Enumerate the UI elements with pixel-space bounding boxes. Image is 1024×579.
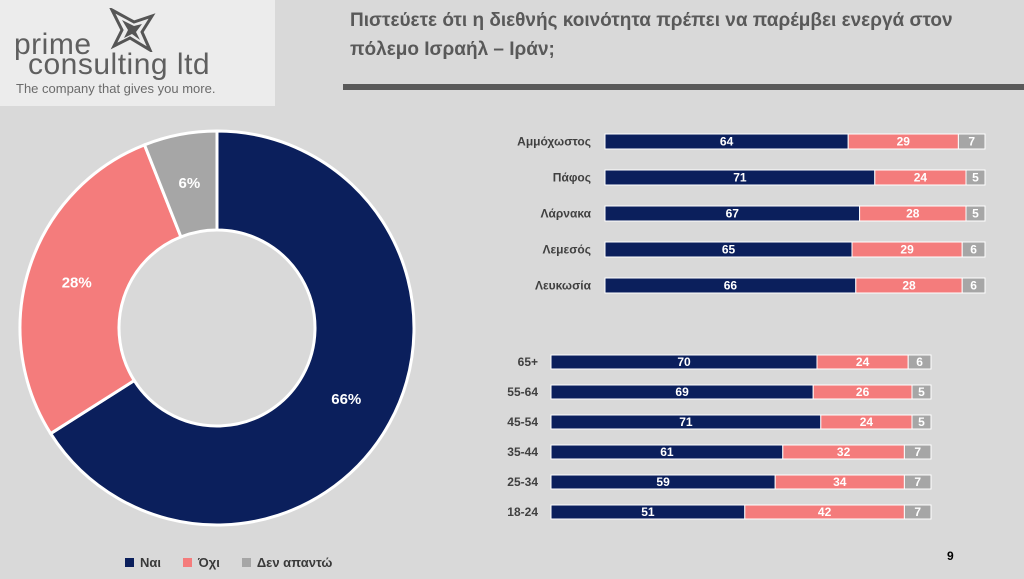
bar-value-label: 29: [900, 243, 914, 257]
bar-value-label: 64: [720, 135, 734, 149]
category-label: Λευκωσία: [535, 279, 592, 293]
bar-segment-dont-know: [903, 444, 932, 460]
category-label: 18-24: [507, 505, 538, 519]
bar-value-label: 26: [856, 385, 870, 399]
legend-label-no: Όχι: [198, 555, 220, 570]
category-label: 55-64: [507, 385, 538, 399]
chart-legend: Ναι Όχι Δεν απαντώ: [125, 555, 332, 570]
donut-label-yes: 66%: [331, 391, 361, 408]
logo-star-icon: [109, 8, 156, 52]
bar-value-label: 24: [856, 355, 870, 369]
logo-tagline: The company that gives you more.: [16, 81, 216, 96]
category-label: Πάφος: [553, 171, 591, 185]
bar-segment-dont-know: [903, 504, 932, 520]
bar-value-label: 66: [724, 279, 738, 293]
bar-segment-dont-know: [961, 241, 986, 258]
donut-label-no: 28%: [62, 274, 92, 291]
bar-segment-dont-know: [965, 205, 986, 222]
legend-swatch-yes: [125, 558, 134, 567]
bar-value-label: 7: [968, 135, 975, 149]
bar-value-label: 7: [914, 505, 921, 519]
bar-value-label: 5: [972, 171, 979, 185]
legend-item-yes: Ναι: [125, 555, 161, 570]
bar-value-label: 42: [818, 505, 832, 519]
category-label: 65+: [518, 355, 538, 369]
bar-segment-dont-know: [903, 474, 932, 490]
bar-value-label: 69: [675, 385, 689, 399]
bar-value-label: 5: [972, 207, 979, 221]
bar-segment-dont-know: [965, 169, 986, 186]
region-bar-chart: Αμμόχωστος 64 29 7 Πάφος 71 24 5 Λάρνακα 67 28 5 Λεμ…: [517, 133, 986, 294]
bar-value-label: 70: [677, 355, 691, 369]
category-label: 25-34: [507, 475, 538, 489]
bar-value-label: 6: [970, 243, 977, 257]
bar-value-label: 5: [918, 385, 925, 399]
bar-segment-dont-know: [957, 133, 986, 150]
bar-value-label: 7: [914, 475, 921, 489]
donut-slice-no: [18, 142, 183, 436]
title-divider: [343, 84, 1024, 90]
bar-value-label: 29: [897, 135, 911, 149]
bar-value-label: 34: [833, 475, 847, 489]
category-label: 35-44: [507, 445, 538, 459]
legend-label-dont-know: Δεν απαντώ: [256, 555, 333, 570]
bar-segment-dont-know: [911, 414, 932, 430]
bar-value-label: 65: [722, 243, 736, 257]
legend-label-yes: Ναι: [140, 555, 161, 570]
bar-value-label: 67: [726, 207, 740, 221]
page-number: 9: [947, 549, 954, 563]
legend-item-no: Όχι: [183, 555, 220, 570]
bar-value-label: 5: [918, 415, 925, 429]
category-label: Λεμεσός: [542, 243, 591, 257]
legend-swatch-dont-know: [241, 558, 251, 567]
bar-value-label: 28: [906, 207, 920, 221]
donut-chart: 66% 28% 6%: [18, 129, 416, 527]
donut-slice-dont-know: [142, 129, 219, 239]
bar-value-label: 32: [837, 445, 851, 459]
logo-text-line1: prime: [14, 28, 92, 61]
bar-value-label: 24: [914, 171, 928, 185]
legend-item-dont-know: Δεν απαντώ: [241, 555, 333, 570]
category-label: Λάρνακα: [540, 207, 591, 221]
bar-value-label: 28: [902, 279, 916, 293]
category-label: Αμμόχωστος: [517, 135, 591, 149]
logo-text-line2: consulting ltd: [28, 48, 211, 81]
bar-segment-dont-know: [907, 354, 932, 370]
bar-value-label: 59: [656, 475, 670, 489]
bar-value-label: 71: [733, 171, 747, 185]
bar-value-label: 61: [660, 445, 674, 459]
age-bar-chart: 65+ 70 24 6 55-64 69 26 5 45-54 71 24 5 35-44 61 32 7 25…: [507, 354, 932, 520]
company-logo: prime consulting ltd The company that gi…: [0, 0, 275, 106]
bar-segment-dont-know: [961, 277, 986, 294]
bar-value-label: 7: [914, 445, 921, 459]
category-label: 45-54: [507, 415, 538, 429]
donut-label-dont-know: 6%: [179, 175, 201, 192]
slide-title: Πιστεύετε ότι η διεθνής κοινότητα πρέπει…: [350, 10, 953, 60]
bar-value-label: 6: [970, 279, 977, 293]
bar-value-label: 6: [916, 355, 923, 369]
legend-swatch-no: [183, 558, 192, 567]
bar-value-label: 71: [679, 415, 693, 429]
bar-segment-dont-know: [911, 384, 932, 400]
bar-value-label: 24: [860, 415, 874, 429]
donut-slice-yes: [48, 129, 416, 527]
bar-value-label: 51: [641, 505, 655, 519]
